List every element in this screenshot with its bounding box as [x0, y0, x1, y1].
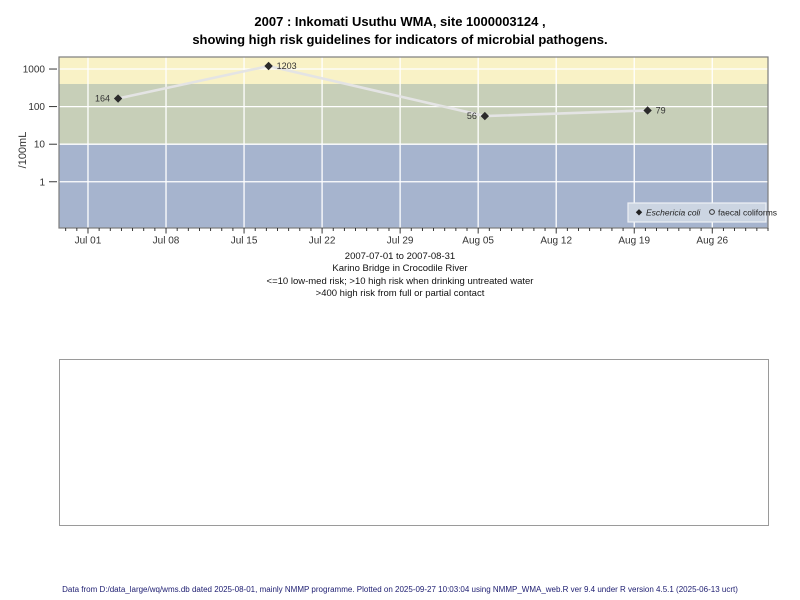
- empty-panel: [59, 359, 769, 526]
- legend-ecoli-label: Eschericia coli: [646, 207, 701, 217]
- caption-site-name: Karino Bridge in Crocodile River: [332, 263, 468, 275]
- y-tick-label: 100: [28, 102, 45, 113]
- legend-box: [627, 202, 767, 223]
- x-tick-label: Aug 26: [696, 236, 728, 247]
- legend-ecoli-marker-icon: [635, 209, 643, 216]
- data-point-label: 79: [656, 105, 666, 115]
- x-tick-label: Jul 22: [309, 236, 336, 247]
- y-tick-label: 1: [39, 177, 45, 188]
- x-tick-label: Jul 08: [153, 236, 180, 247]
- risk-band: [59, 57, 768, 84]
- caption-date-range: 2007-07-01 to 2007-08-31: [344, 251, 456, 262]
- chart-caption: 2007-07-01 to 2007-08-31 Karino Bridge i…: [0, 251, 800, 301]
- ecoli-series-line: [116, 64, 649, 118]
- data-point-label: 1203: [277, 61, 297, 71]
- x-tick-label: Jul 15: [231, 236, 258, 247]
- y-tick-label: 10: [34, 140, 46, 151]
- y-axis-title: /100mL: [17, 132, 29, 169]
- data-point: [264, 61, 273, 71]
- caption-risk-rule-2: >400 high risk from full or partial cont…: [315, 288, 485, 300]
- chart-title-line2: showing high risk guidelines for indicat…: [192, 32, 608, 47]
- chart-title-line1: 2007 : Inkomati Usuthu WMA, site 1000003…: [254, 14, 546, 29]
- x-tick-label: Jul 29: [387, 236, 414, 247]
- x-tick-label: Aug 05: [462, 236, 494, 247]
- microbial-pathogens-chart: 164 1203 56 79 Jul 01 Jul 08 Jul 15 Jul 22 Jul 2…: [17, 56, 777, 247]
- legend-fc-marker-icon: [709, 209, 715, 215]
- chart-title: 2007 : Inkomati Usuthu WMA, site 1000003…: [0, 13, 800, 49]
- x-tick-label: Jul 01: [75, 236, 102, 247]
- data-point-label: 164: [95, 94, 110, 104]
- caption-risk-rule-1: <=10 low-med risk; >10 high risk when dr…: [266, 275, 534, 287]
- data-point: [113, 94, 123, 103]
- data-point: [643, 106, 652, 115]
- plot-border: [58, 56, 769, 229]
- y-tick-label: 1000: [23, 65, 46, 76]
- x-tick-label: Aug 12: [540, 236, 572, 247]
- data-point-label: 56: [467, 111, 477, 121]
- risk-band: [59, 83, 768, 145]
- legend-fc-label: faecal coliforms: [718, 207, 777, 217]
- x-tick-label: Aug 19: [618, 236, 650, 247]
- footer-note: Data from D:/data_large/wq/wms.db dated …: [62, 585, 738, 594]
- data-point: [480, 111, 490, 121]
